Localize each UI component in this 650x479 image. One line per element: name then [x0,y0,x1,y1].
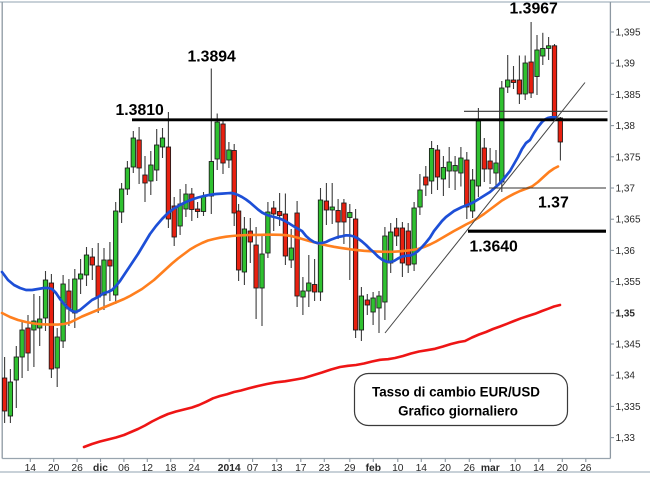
svg-text:23: 23 [319,463,331,474]
svg-text:26: 26 [580,463,592,474]
svg-text:1.3894: 1.3894 [188,49,237,66]
svg-text:Grafico giornaliero: Grafico giornaliero [398,404,518,419]
svg-text:1,385: 1,385 [616,90,641,101]
svg-text:18: 18 [165,463,177,474]
svg-text:13: 13 [271,463,283,474]
svg-text:mar: mar [481,463,500,474]
svg-text:06: 06 [118,463,130,474]
svg-text:1,35: 1,35 [616,308,636,319]
svg-text:1.3640: 1.3640 [470,239,519,256]
svg-text:14: 14 [533,463,545,474]
svg-text:26: 26 [464,463,476,474]
svg-text:1,355: 1,355 [616,277,641,288]
svg-text:07: 07 [247,463,259,474]
svg-text:1,37: 1,37 [616,184,636,195]
svg-text:14: 14 [25,463,37,474]
svg-text:dic: dic [93,463,108,474]
svg-text:1,365: 1,365 [616,215,641,226]
svg-text:20: 20 [557,463,569,474]
svg-text:29: 29 [344,463,356,474]
svg-text:1.3967: 1.3967 [510,1,559,18]
svg-text:1,34: 1,34 [616,371,636,382]
svg-text:10: 10 [510,463,522,474]
svg-text:1,33: 1,33 [616,433,636,444]
svg-text:20: 20 [440,463,452,474]
svg-text:Tasso di cambio EUR/USD: Tasso di cambio EUR/USD [372,385,540,400]
svg-text:17: 17 [295,463,307,474]
svg-text:1,375: 1,375 [616,152,641,163]
svg-text:1,39: 1,39 [616,59,636,70]
svg-text:20: 20 [48,463,60,474]
svg-text:1,345: 1,345 [616,340,641,351]
svg-text:26: 26 [71,463,83,474]
svg-text:1,38: 1,38 [616,121,636,132]
svg-text:24: 24 [188,463,200,474]
svg-text:2014: 2014 [218,463,241,474]
svg-text:12: 12 [142,463,154,474]
svg-text:1,36: 1,36 [616,246,636,257]
svg-text:1,335: 1,335 [616,402,641,413]
svg-text:14: 14 [416,463,428,474]
svg-text:1.37: 1.37 [538,195,569,212]
svg-text:1,395: 1,395 [616,28,641,39]
svg-text:10: 10 [392,463,404,474]
svg-text:feb: feb [366,463,381,474]
svg-text:1.3810: 1.3810 [116,102,165,119]
